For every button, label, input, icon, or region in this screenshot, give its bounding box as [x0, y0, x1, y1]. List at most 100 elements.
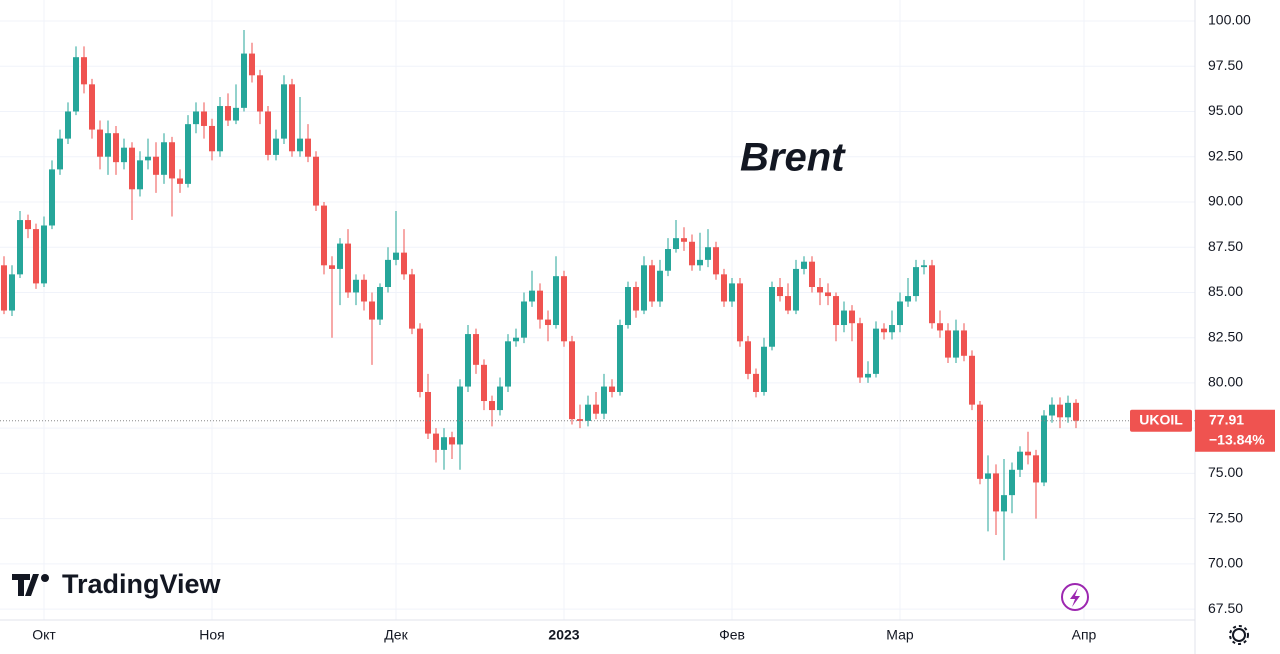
candle-body: [1049, 404, 1055, 416]
candle-body: [441, 437, 447, 450]
candle-body: [793, 268, 799, 311]
candle-body: [1065, 402, 1071, 418]
candle-body: [17, 220, 23, 275]
candle-body: [1017, 451, 1023, 470]
x-tick-label: Ноя: [199, 627, 224, 643]
gear-teeth[interactable]: [1229, 625, 1249, 645]
candle-body: [145, 156, 151, 161]
candle-body: [473, 334, 479, 365]
candle-body: [777, 287, 783, 297]
candle-body: [105, 133, 111, 157]
candle-body: [41, 225, 47, 284]
candle-body: [721, 274, 727, 302]
candle-body: [177, 178, 183, 184]
candle-body: [761, 346, 767, 392]
candle-body: [521, 301, 527, 338]
candle-body: [25, 220, 31, 230]
candle-body: [73, 57, 79, 112]
candle-body: [889, 325, 895, 333]
candle-body: [457, 386, 463, 445]
candle-body: [625, 287, 631, 326]
candle-body: [753, 373, 759, 392]
last-price: 77.91: [1209, 411, 1244, 427]
candle-body: [937, 323, 943, 331]
candle-body: [609, 386, 615, 392]
candle-body: [593, 404, 599, 414]
x-tick-label: Апр: [1072, 627, 1097, 643]
candle-body: [801, 261, 807, 269]
candle-body: [233, 107, 239, 121]
candle-body: [209, 125, 215, 152]
settings-button[interactable]: [1229, 625, 1249, 645]
candle-body: [921, 265, 927, 268]
candle-body: [545, 319, 551, 326]
y-tick-label: 70.00: [1208, 555, 1243, 571]
lightning-icon[interactable]: [1070, 588, 1080, 607]
candle-body: [689, 241, 695, 266]
y-tick-label: 92.50: [1208, 147, 1243, 163]
candle-body: [113, 133, 119, 163]
candle-body: [1009, 469, 1015, 496]
candle-body: [969, 355, 975, 405]
candle-body: [865, 373, 871, 378]
candle-body: [353, 279, 359, 293]
change-label: −13.84%: [1209, 431, 1265, 447]
candle-body: [329, 265, 335, 269]
candle-body: [121, 147, 127, 163]
y-tick-label: 80.00: [1208, 374, 1243, 390]
candle-body: [977, 404, 983, 479]
candle-body: [449, 437, 455, 445]
candle-body: [281, 84, 287, 139]
candle-body: [241, 53, 247, 108]
candle-body: [713, 247, 719, 275]
candle-body: [161, 142, 167, 175]
candle-body: [57, 138, 63, 170]
candle-body: [737, 283, 743, 342]
candle-body: [961, 330, 967, 356]
candle-body: [705, 247, 711, 260]
candle-body: [785, 296, 791, 311]
candle-body: [697, 259, 703, 266]
candle-body: [513, 337, 519, 342]
candle-body: [1001, 495, 1007, 512]
candle-body: [313, 156, 319, 206]
candle-body: [265, 111, 271, 155]
candle-body: [137, 160, 143, 190]
candle-body: [945, 330, 951, 358]
candle-body: [289, 84, 295, 152]
y-tick-label: 82.50: [1208, 328, 1243, 344]
candle-body: [193, 111, 199, 125]
chart-title: Brent: [740, 136, 846, 180]
grid: [0, 0, 1195, 620]
candle-body: [1033, 455, 1039, 483]
candle-body: [225, 106, 231, 121]
candle-body: [985, 473, 991, 479]
y-tick-label: 75.00: [1208, 464, 1243, 480]
candle-body: [465, 334, 471, 387]
candle-body: [1, 265, 7, 311]
candle-body: [601, 386, 607, 414]
price-box: [1195, 409, 1275, 452]
gear-icon[interactable]: [1232, 628, 1246, 642]
candle-body: [321, 205, 327, 266]
lightning-button[interactable]: [1061, 583, 1089, 611]
candles: [1, 30, 1079, 561]
symbol-box: [1130, 409, 1192, 432]
x-tick-label: Мар: [886, 627, 914, 643]
candle-body: [577, 419, 583, 421]
y-tick-label: 90.00: [1208, 193, 1243, 209]
logo: TradingView: [12, 569, 222, 599]
candle-body: [393, 252, 399, 260]
candle-body: [537, 290, 543, 320]
candle-body: [305, 138, 311, 157]
candle-body: [881, 328, 887, 333]
candle-body: [905, 296, 911, 302]
candle-body: [417, 328, 423, 392]
x-tick-label: Окт: [32, 627, 56, 643]
candle-body: [337, 243, 343, 269]
logo-icon: [12, 574, 39, 596]
x-tick-label: 2023: [548, 627, 579, 643]
candle-body: [369, 301, 375, 320]
candle-body: [929, 265, 935, 324]
